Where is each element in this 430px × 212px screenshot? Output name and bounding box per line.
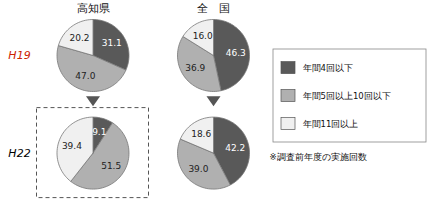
svg-text:46.3: 46.3	[226, 48, 246, 58]
svg-text:16.0: 16.0	[193, 31, 213, 41]
svg-text:20.2: 20.2	[70, 33, 90, 43]
svg-text:51.5: 51.5	[101, 161, 121, 171]
svg-text:年間5回以上10回以下: 年間5回以上10回以下	[303, 91, 391, 101]
svg-text:18.6: 18.6	[191, 129, 211, 139]
svg-text:※調査前年度の実施回数: ※調査前年度の実施回数	[270, 152, 367, 162]
svg-text:39.4: 39.4	[62, 141, 82, 151]
svg-text:9.1: 9.1	[92, 127, 106, 137]
svg-text:47.0: 47.0	[75, 71, 95, 81]
svg-text:H22: H22	[8, 147, 30, 160]
svg-text:全 国: 全 国	[197, 2, 230, 15]
svg-text:36.9: 36.9	[185, 63, 205, 73]
svg-text:高知県: 高知県	[77, 2, 110, 15]
svg-text:H19: H19	[8, 49, 30, 62]
svg-text:年間11回以上: 年間11回以上	[303, 119, 359, 129]
svg-text:31.1: 31.1	[102, 38, 122, 48]
svg-text:年間4回以下: 年間4回以下	[303, 63, 353, 73]
svg-text:39.0: 39.0	[188, 164, 208, 174]
svg-text:42.2: 42.2	[225, 143, 245, 153]
